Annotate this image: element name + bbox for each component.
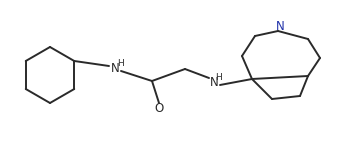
Text: H: H [216,72,222,82]
Text: H: H [117,58,123,67]
Text: N: N [276,19,284,32]
Text: N: N [110,63,119,76]
Text: O: O [154,101,164,114]
Text: N: N [210,77,218,90]
